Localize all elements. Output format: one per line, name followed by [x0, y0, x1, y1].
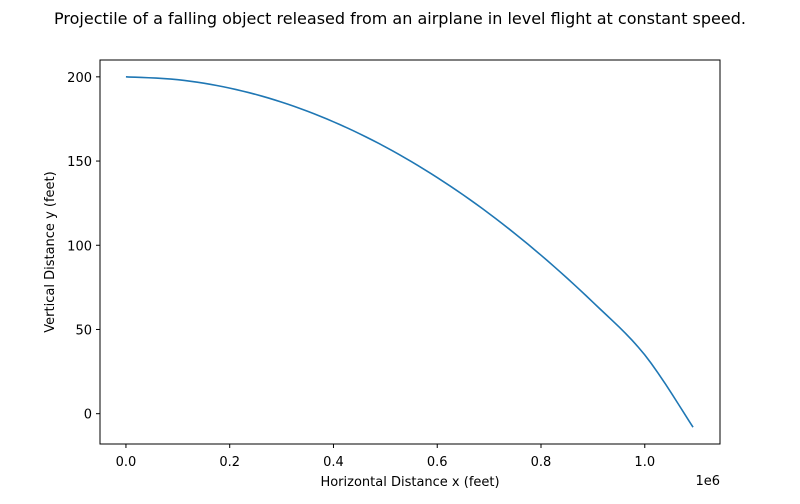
y-tick-label: 200	[67, 71, 92, 86]
x-tick-label: 0.8	[531, 455, 552, 470]
series-line	[125, 76, 694, 428]
y-tick-label: 50	[75, 323, 92, 338]
x-axis-scale-label: 1e6	[695, 474, 720, 489]
series-layer	[125, 76, 694, 428]
y-axis-label: Vertical Distance y (feet)	[43, 171, 58, 332]
x-axis: 0.0 0.2 0.4 0.6 0.8 1.0	[116, 444, 655, 470]
y-tick-label: 0	[84, 408, 92, 423]
x-tick-label: 0.6	[427, 455, 448, 470]
x-tick-label: 0.4	[323, 455, 344, 470]
plot-frame	[99, 59, 721, 445]
chart-title: Projectile of a falling object released …	[54, 9, 746, 28]
x-axis-label: Horizontal Distance x (feet)	[320, 475, 499, 490]
x-tick-label: 1.0	[634, 455, 655, 470]
x-tick-label: 0.2	[219, 455, 240, 470]
y-tick-label: 150	[67, 155, 92, 170]
x-tick-label: 0.0	[116, 455, 137, 470]
y-tick-label: 100	[67, 239, 92, 254]
y-axis: 0 50 100 150 200	[67, 71, 100, 423]
